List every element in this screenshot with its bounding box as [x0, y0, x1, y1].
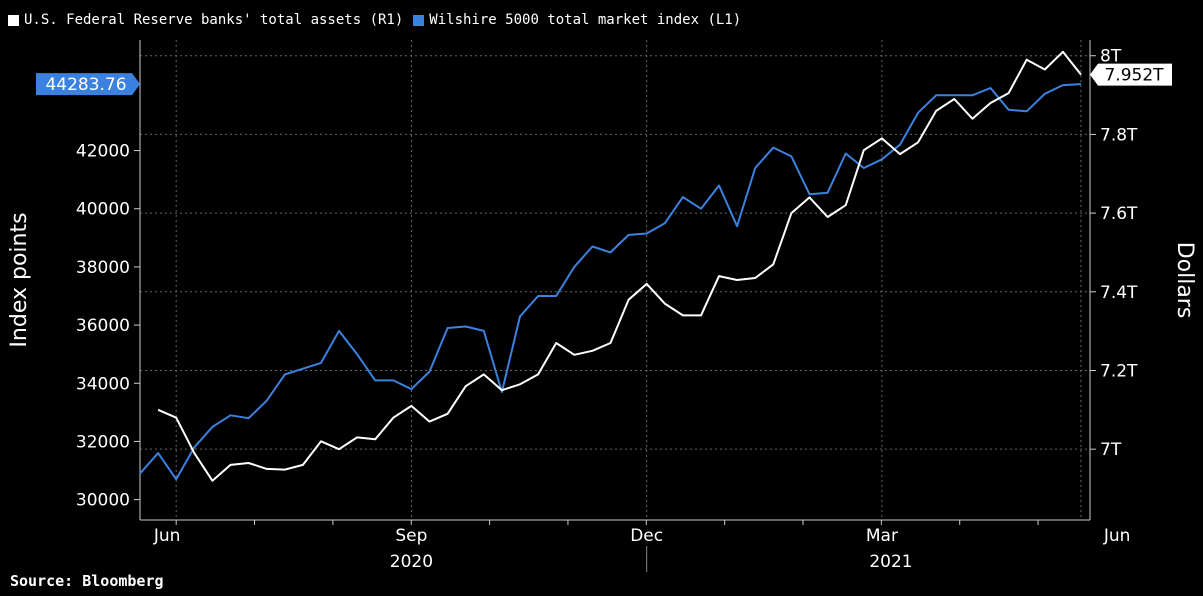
fed-value-tag [1090, 63, 1172, 86]
legend-item-wilshire[interactable]: Wilshire 5000 total market index (L1) [413, 12, 741, 28]
fed-assets-line [157, 50, 1082, 482]
x-year-label: 2020 [390, 552, 433, 572]
legend-swatch-blue [413, 14, 425, 26]
x-month-label: Sep [395, 526, 427, 546]
right-tick-label: 7.8T [1100, 125, 1138, 145]
legend-item-fed-assets[interactable]: U.S. Federal Reserve banks' total assets… [8, 12, 403, 28]
x-month-label: Mar [866, 526, 898, 546]
legend-label-wilshire: Wilshire 5000 total market index (L1) [429, 12, 742, 28]
wilshire-value-tag [36, 73, 140, 96]
left-tick-label: 38000 [76, 258, 130, 278]
axes: 30000 32000 34000 36000 38000 40000 42000 7T 7.2… [76, 40, 1138, 572]
wilshire-line [139, 83, 1082, 481]
legend-label-fed-assets: U.S. Federal Reserve banks' total assets… [24, 12, 404, 28]
left-tick-label: 40000 [76, 200, 130, 220]
x-month-label: Jun [153, 526, 181, 546]
x-month-label: Jun [1103, 526, 1131, 546]
right-tick-label: 7.6T [1100, 204, 1138, 224]
legend-swatch-white [8, 14, 19, 26]
fed-value-label: 7.952T [1104, 66, 1164, 86]
value-labels: 44283.76 7.952T [36, 63, 1172, 96]
left-tick-label: 30000 [76, 491, 130, 511]
right-tick-label: 7.2T [1100, 361, 1138, 381]
left-tick-label: 34000 [76, 374, 130, 394]
x-month-label: Dec [630, 526, 663, 546]
gridlines [140, 40, 1090, 520]
source-note: Source: Bloomberg [10, 572, 164, 590]
right-tick-label: 8T [1100, 47, 1122, 67]
right-axis-title: Dollars [1172, 242, 1197, 319]
series-lines [139, 50, 1082, 482]
left-axis-title: Index points [7, 212, 32, 347]
right-tick-label: 7.4T [1100, 283, 1138, 303]
left-tick-label: 36000 [76, 316, 130, 336]
left-tick-label: 32000 [76, 432, 130, 452]
wilshire-value-label: 44283.76 [45, 75, 126, 95]
x-year-label: 2021 [869, 552, 912, 572]
right-tick-label: 7T [1100, 440, 1122, 460]
left-tick-label: 42000 [76, 142, 130, 162]
chart-legend: U.S. Federal Reserve banks' total assets… [8, 8, 751, 32]
